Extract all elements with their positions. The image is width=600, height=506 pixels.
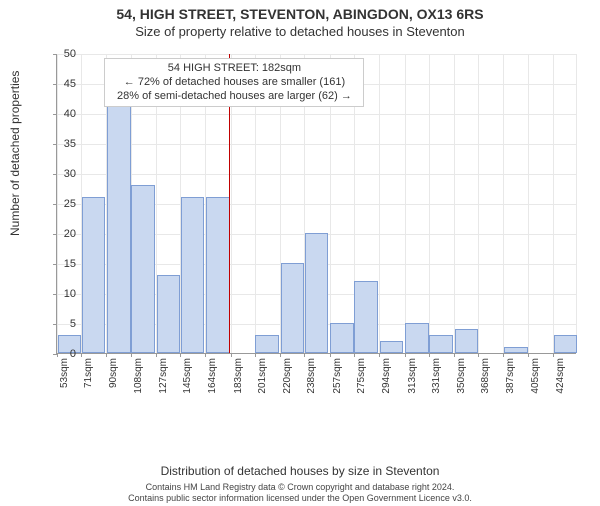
y-tick-label: 5 bbox=[70, 318, 76, 330]
x-tick-label: 257sqm bbox=[332, 358, 343, 394]
page-title: 54, HIGH STREET, STEVENTON, ABINGDON, OX… bbox=[0, 6, 600, 22]
y-tick-label: 45 bbox=[64, 78, 76, 90]
x-tick-label: 90sqm bbox=[108, 358, 119, 388]
histogram-bar bbox=[157, 275, 181, 353]
x-tick-label: 313sqm bbox=[407, 358, 418, 394]
chart-area: 54 HIGH STREET: 182sqm ← 72% of detached… bbox=[56, 54, 576, 424]
x-tick-label: 350sqm bbox=[456, 358, 467, 394]
histogram-bar bbox=[281, 263, 305, 353]
y-tick-label: 15 bbox=[64, 258, 76, 270]
histogram-bar bbox=[107, 83, 131, 353]
x-tick-label: 201sqm bbox=[257, 358, 268, 394]
x-tick-label: 220sqm bbox=[282, 358, 293, 394]
y-tick-label: 40 bbox=[64, 108, 76, 120]
x-tick-label: 275sqm bbox=[356, 358, 367, 394]
y-tick-label: 20 bbox=[64, 228, 76, 240]
histogram-bar bbox=[330, 323, 354, 353]
histogram-bar bbox=[255, 335, 279, 353]
histogram-bar bbox=[455, 329, 479, 353]
histogram-bar bbox=[554, 335, 578, 353]
y-tick-label: 25 bbox=[64, 198, 76, 210]
annotation-box: 54 HIGH STREET: 182sqm ← 72% of detached… bbox=[104, 58, 364, 107]
histogram-bar bbox=[429, 335, 453, 353]
y-axis-label: Number of detached properties bbox=[8, 71, 22, 236]
histogram-bar bbox=[405, 323, 429, 353]
x-tick-label: 53sqm bbox=[59, 358, 70, 388]
histogram-bar bbox=[305, 233, 329, 353]
y-tick-label: 30 bbox=[64, 168, 76, 180]
annotation-line-1: 54 HIGH STREET: 182sqm bbox=[111, 62, 357, 76]
footer-attribution: Contains HM Land Registry data © Crown c… bbox=[0, 482, 600, 504]
y-tick-label: 35 bbox=[64, 138, 76, 150]
y-tick-label: 0 bbox=[70, 348, 76, 360]
x-tick-label: 405sqm bbox=[530, 358, 541, 394]
annotation-line-2: ← 72% of detached houses are smaller (16… bbox=[111, 76, 357, 90]
x-tick-label: 424sqm bbox=[555, 358, 566, 394]
footer-line-1: Contains HM Land Registry data © Crown c… bbox=[0, 482, 600, 493]
x-tick-label: 71sqm bbox=[83, 358, 94, 388]
histogram-bar bbox=[82, 197, 106, 353]
x-tick-label: 127sqm bbox=[158, 358, 169, 394]
histogram-bar bbox=[504, 347, 528, 353]
page-subtitle: Size of property relative to detached ho… bbox=[0, 24, 600, 39]
x-tick-label: 387sqm bbox=[505, 358, 516, 394]
x-axis-label: Distribution of detached houses by size … bbox=[0, 464, 600, 478]
plot-region: 54 HIGH STREET: 182sqm ← 72% of detached… bbox=[56, 54, 576, 354]
x-tick-label: 238sqm bbox=[306, 358, 317, 394]
x-tick-label: 108sqm bbox=[133, 358, 144, 394]
footer-line-2: Contains public sector information licen… bbox=[0, 493, 600, 504]
histogram-bar bbox=[380, 341, 404, 353]
histogram-bar bbox=[354, 281, 378, 353]
y-tick-label: 50 bbox=[64, 48, 76, 60]
histogram-bar bbox=[181, 197, 205, 353]
x-tick-label: 368sqm bbox=[480, 358, 491, 394]
x-tick-label: 331sqm bbox=[431, 358, 442, 394]
annotation-line-3: 28% of semi-detached houses are larger (… bbox=[111, 90, 357, 104]
x-tick-label: 145sqm bbox=[182, 358, 193, 394]
x-tick-label: 294sqm bbox=[381, 358, 392, 394]
histogram-bar bbox=[131, 185, 155, 353]
histogram-bar bbox=[206, 197, 230, 353]
x-tick-label: 183sqm bbox=[233, 358, 244, 394]
y-tick-label: 10 bbox=[64, 288, 76, 300]
x-tick-label: 164sqm bbox=[207, 358, 218, 394]
